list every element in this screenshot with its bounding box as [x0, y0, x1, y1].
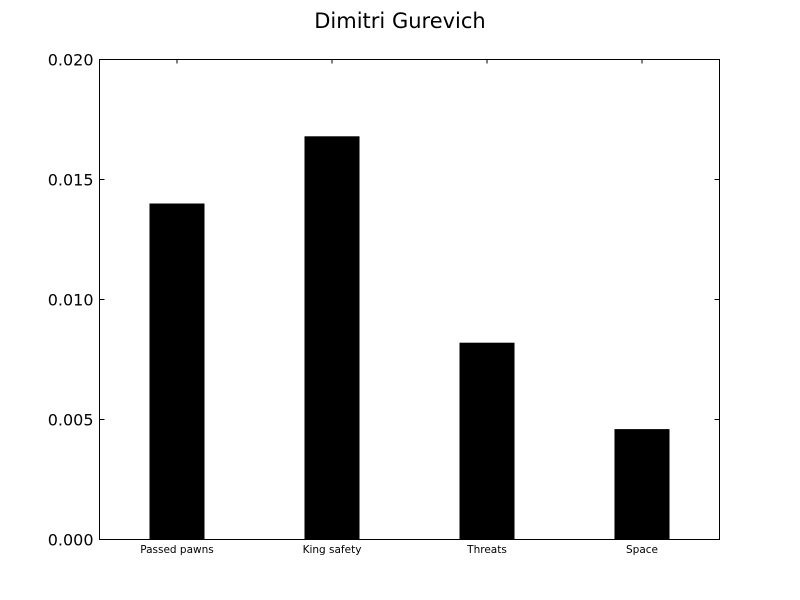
bar — [304, 136, 360, 540]
x-tick-label: King safety — [303, 544, 362, 556]
x-tick-label: Passed pawns — [140, 544, 214, 556]
chart-title: Dimitri Gurevich — [314, 9, 485, 33]
x-tick-labels: Passed pawns King safety Threats Space — [140, 544, 658, 556]
bar — [614, 429, 670, 540]
y-tick-label: 0.005 — [48, 411, 94, 430]
x-tick-label: Threats — [466, 544, 507, 556]
bar — [149, 203, 205, 540]
bar — [459, 342, 515, 540]
y-tick-label: 0.010 — [48, 291, 94, 310]
plot-frame — [99, 59, 720, 540]
x-tick-label: Space — [626, 544, 658, 556]
y-tick-label: 0.000 — [48, 531, 94, 550]
y-tick-label: 0.015 — [48, 171, 94, 190]
y-tick-labels: 0.000 0.005 0.010 0.015 0.020 — [48, 51, 94, 550]
plot-bars — [149, 136, 670, 540]
y-tick-label: 0.020 — [48, 51, 94, 70]
